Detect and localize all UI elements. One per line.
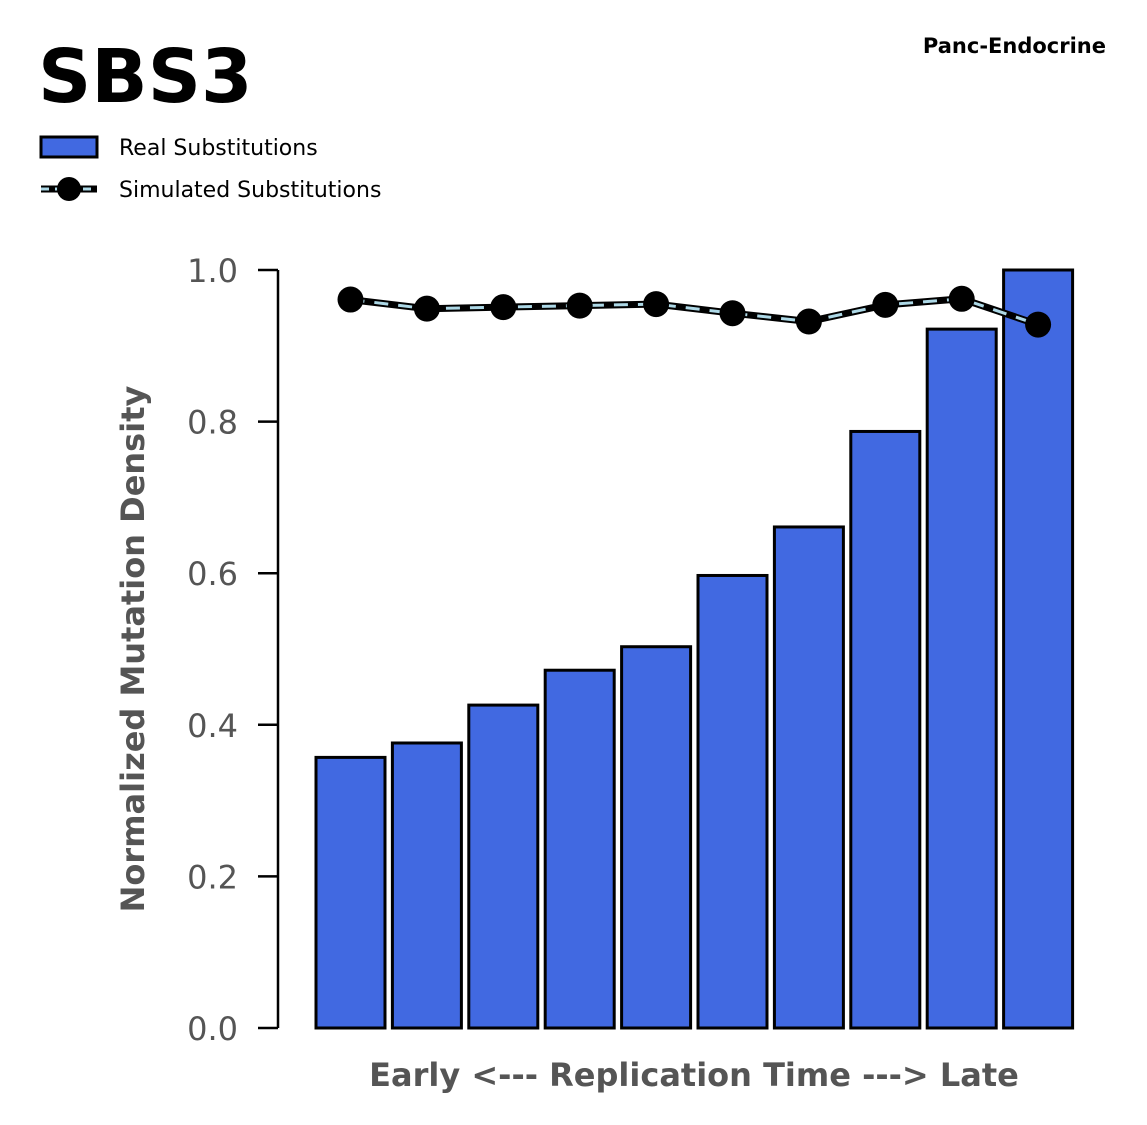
bar-9	[925, 327, 998, 1030]
simulated-line-group	[337, 285, 1052, 338]
y-tick-label: 0.0	[187, 1010, 238, 1048]
bar-3	[467, 703, 540, 1030]
bar-8	[849, 429, 922, 1030]
chart-subtitle: Panc-Endocrine	[923, 34, 1106, 58]
y-tick-label: 0.6	[187, 555, 238, 593]
bar-5	[620, 645, 693, 1030]
y-tick-label: 0.4	[187, 707, 238, 745]
simulated-point-9	[948, 285, 975, 312]
simulated-point-1	[337, 286, 364, 313]
simulated-point-4	[566, 292, 593, 319]
simulated-point-5	[643, 291, 670, 318]
simulated-line	[350, 295, 1040, 328]
simulated-line-dash	[350, 297, 1039, 327]
legend-marker-simulated	[57, 177, 81, 201]
y-tick-label: 0.2	[187, 858, 238, 896]
legend-label-real: Real Substitutions	[119, 136, 318, 161]
simulated-point-7	[795, 308, 822, 335]
bar-2	[390, 741, 463, 1030]
x-axis-label: Early <--- Replication Time ---> Late	[369, 1056, 1019, 1094]
simulated-point-8	[872, 291, 899, 318]
legend-label-simulated: Simulated Substitutions	[119, 178, 381, 203]
y-tick-label: 1.0	[187, 252, 238, 290]
chart-title: SBS3	[38, 34, 252, 120]
bar-7	[772, 525, 845, 1030]
bar-4	[543, 668, 616, 1030]
bar-10	[1002, 268, 1075, 1030]
y-axis: 0.0 0.2 0.4 0.6 0.8 1.0	[187, 252, 280, 1048]
y-axis-label: Normalized Mutation Density	[114, 386, 152, 913]
y-tick-label: 0.8	[187, 404, 238, 442]
bar-group	[314, 268, 1075, 1030]
bar-6	[696, 573, 769, 1030]
legend: Real Substitutions Simulated Substitutio…	[39, 135, 381, 203]
simulated-point-3	[490, 294, 517, 321]
simulated-point-2	[413, 295, 440, 322]
legend-swatch-real	[39, 135, 99, 159]
bar-1	[314, 755, 387, 1030]
simulated-point-6	[719, 300, 746, 327]
simulated-point-10	[1025, 311, 1052, 338]
